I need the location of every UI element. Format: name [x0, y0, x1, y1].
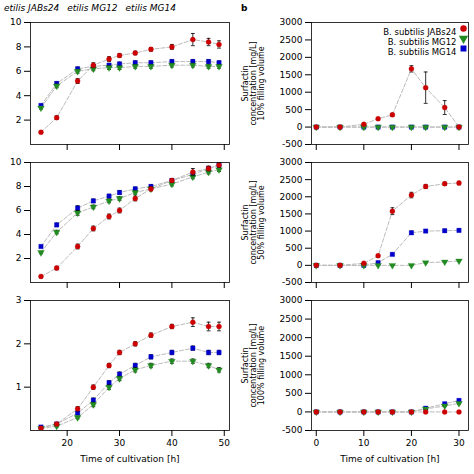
svg-text:B. subtilis MG14: B. subtilis MG14: [388, 47, 457, 57]
svg-text:1500: 1500: [280, 209, 303, 219]
svg-text:3000: 3000: [280, 157, 303, 167]
svg-text:4: 4: [16, 91, 22, 101]
svg-text:50: 50: [219, 438, 231, 448]
svg-text:1000: 1000: [280, 370, 303, 380]
svg-text:0: 0: [297, 122, 303, 132]
svg-text:8: 8: [16, 181, 22, 191]
svg-text:4: 4: [16, 229, 22, 239]
html-text:etilis JABs24: etilis JABs24: [4, 3, 60, 13]
svg-text:3: 3: [16, 295, 22, 305]
svg-text:6: 6: [16, 66, 22, 76]
svg-text:500: 500: [285, 243, 302, 253]
svg-text:500: 500: [285, 105, 302, 115]
html-text:etilis MG14: etilis MG14: [125, 3, 176, 13]
svg-text:3000: 3000: [280, 17, 303, 27]
html-text:b: b: [241, 3, 248, 13]
svg-text:1500: 1500: [280, 351, 303, 361]
svg-text:-500: -500: [282, 277, 303, 287]
html-text:etilis MG12: etilis MG12: [67, 3, 118, 13]
svg-text:1: 1: [16, 382, 22, 392]
svg-text:B. subtilis MG12: B. subtilis MG12: [388, 37, 457, 47]
svg-text:2: 2: [16, 339, 22, 349]
svg-text:2000: 2000: [280, 333, 303, 343]
svg-text:8: 8: [16, 42, 22, 52]
svg-text:20: 20: [406, 438, 418, 448]
svg-text:Surfactinconcentration [mg/L]1: Surfactinconcentration [mg/L]100% fillin…: [241, 323, 266, 407]
svg-text:30: 30: [453, 438, 465, 448]
svg-text:1000: 1000: [280, 226, 303, 236]
svg-text:10: 10: [10, 17, 22, 27]
svg-text:0: 0: [313, 438, 319, 448]
svg-text:30: 30: [114, 438, 126, 448]
svg-text:3000: 3000: [280, 295, 303, 305]
svg-text:Surfactinconcentration [mg/L]5: Surfactinconcentration [mg/L]50% filling…: [241, 180, 266, 264]
svg-text:2500: 2500: [280, 35, 303, 45]
svg-text:Surfactinconcentration [mg/L]1: Surfactinconcentration [mg/L]10% filling…: [241, 41, 266, 125]
svg-text:2: 2: [16, 115, 22, 125]
svg-text:1000: 1000: [280, 87, 303, 97]
svg-text:B. subtilis JABs24: B. subtilis JABs24: [383, 27, 456, 37]
svg-text:Time of cultivation [h]: Time of cultivation [h]: [79, 454, 179, 464]
svg-text:10: 10: [10, 157, 22, 167]
svg-text:6: 6: [16, 205, 22, 215]
svg-text:2500: 2500: [280, 314, 303, 324]
svg-text:10: 10: [358, 438, 370, 448]
svg-text:0: 0: [297, 260, 303, 270]
svg-text:-500: -500: [282, 425, 303, 435]
svg-text:500: 500: [285, 388, 302, 398]
svg-text:2000: 2000: [280, 52, 303, 62]
svg-text:Time of cultivation [h]: Time of cultivation [h]: [339, 454, 439, 464]
svg-text:0: 0: [297, 407, 303, 417]
svg-text:40: 40: [166, 438, 178, 448]
svg-text:1500: 1500: [280, 70, 303, 80]
svg-text:20: 20: [61, 438, 73, 448]
svg-text:2500: 2500: [280, 175, 303, 185]
svg-text:2000: 2000: [280, 192, 303, 202]
svg-text:2: 2: [16, 253, 22, 263]
svg-text:-500: -500: [282, 139, 303, 149]
